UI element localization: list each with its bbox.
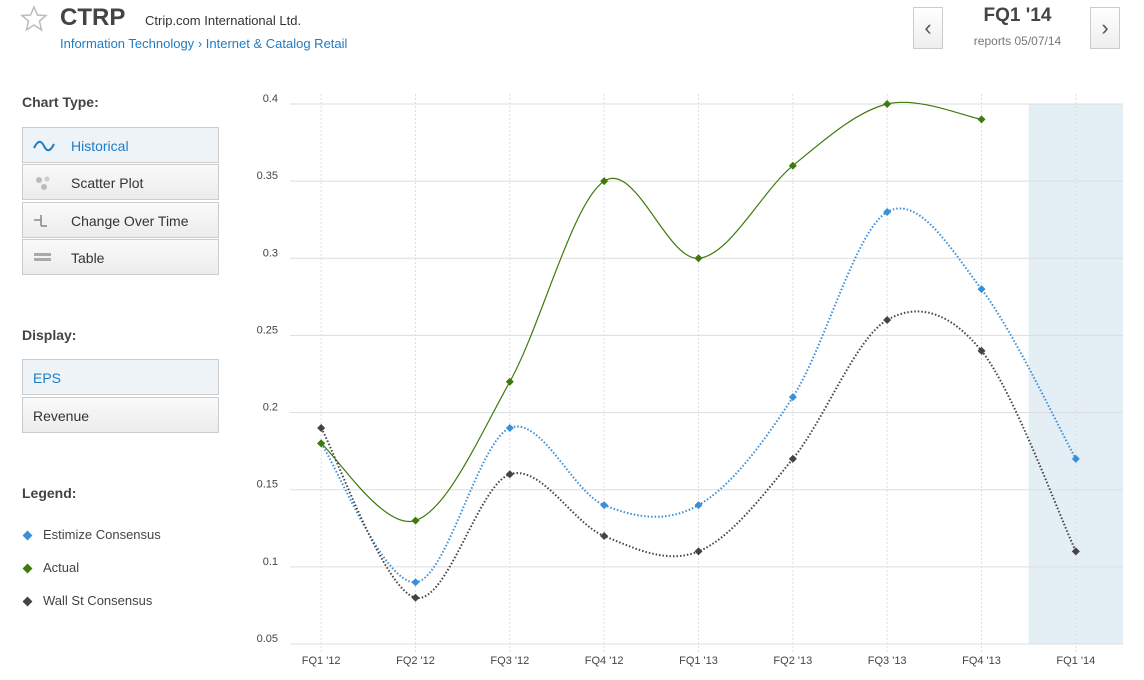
next-button[interactable]: ›: [1090, 7, 1120, 49]
data-point: [788, 393, 797, 402]
y-tick-label: 0.4: [263, 93, 278, 105]
chart-type-button[interactable]: Table: [22, 239, 219, 275]
legend: Estimize Consensus Actual Wall St Consensu…: [22, 527, 161, 626]
data-point: [977, 285, 986, 294]
legend-text: Estimize Consensus: [43, 527, 161, 542]
data-point: [600, 177, 609, 186]
data-point: [694, 547, 703, 556]
data-point: [694, 501, 703, 510]
display-button[interactable]: Revenue: [22, 397, 219, 433]
display-button[interactable]: EPS: [22, 359, 219, 395]
data-point: [977, 115, 986, 124]
y-tick-label: 0.3: [263, 247, 278, 259]
x-tick-label: FQ2 '13: [773, 655, 812, 667]
data-point: [1071, 454, 1080, 463]
data-point: [505, 377, 514, 386]
ticker: CTRP: [60, 4, 126, 31]
chart-type-button[interactable]: Change Over Time: [22, 202, 219, 238]
chart-type-button[interactable]: Scatter Plot: [22, 164, 219, 200]
legend-text: Actual: [43, 560, 80, 575]
quarter: FQ1 '14: [983, 5, 1052, 26]
legend-entry: Wall St Consensus: [22, 593, 161, 626]
chart-type-label: Chart Type:: [22, 94, 99, 110]
x-tick-label: FQ1 '12: [302, 655, 341, 667]
industry-link[interactable]: Internet & Catalog Retail: [205, 36, 348, 51]
data-point: [883, 100, 892, 108]
data-point: [411, 578, 420, 587]
data-point: [788, 454, 797, 463]
legend-label: Legend:: [22, 485, 77, 501]
legend-entry: Estimize Consensus: [22, 527, 161, 560]
x-tick-label: FQ3 '13: [868, 655, 907, 667]
separator: ›: [197, 36, 203, 51]
y-tick-label: 0.25: [257, 324, 278, 336]
data-point: [788, 161, 797, 170]
data-point: [600, 532, 609, 540]
star-icon[interactable]: [20, 5, 50, 33]
data-point: [600, 501, 609, 510]
report-date: reports 05/07/14: [973, 34, 1062, 48]
data-point: [411, 593, 420, 602]
x-tick-label: FQ4 '12: [585, 655, 624, 667]
breadcrumb: Information Technology › Internet & Cata…: [60, 36, 347, 51]
y-tick-label: 0.05: [257, 633, 278, 645]
series-line: [320, 101, 982, 523]
x-tick-label: FQ3 '12: [490, 655, 529, 667]
data-point: [977, 346, 986, 355]
x-tick-label: FQ4 '13: [962, 655, 1001, 667]
data-point: [317, 424, 326, 432]
data-point: [883, 316, 892, 324]
legend-entry: Actual: [22, 560, 161, 593]
legend-text: Wall St Consensus: [43, 593, 153, 608]
chart-type-button[interactable]: Historical: [22, 127, 219, 163]
display-label: Display:: [22, 327, 77, 343]
data-point: [505, 470, 514, 479]
x-tick-label: FQ1 '13: [679, 655, 718, 667]
sector-link[interactable]: Information Technology: [60, 36, 195, 51]
prev-button[interactable]: ‹: [913, 7, 943, 49]
y-tick-label: 0.2: [263, 402, 278, 414]
data-point: [1071, 547, 1080, 556]
data-point: [505, 424, 514, 432]
data-point: [317, 439, 326, 448]
y-tick-label: 0.1: [263, 556, 278, 568]
data-point: [883, 208, 892, 216]
company: Ctrip.com International Ltd.: [145, 13, 302, 28]
y-tick-label: 0.35: [257, 170, 278, 182]
x-tick-label: FQ1 '14: [1056, 655, 1095, 667]
y-tick-label: 0.15: [257, 479, 278, 491]
data-point: [694, 254, 703, 263]
x-tick-label: FQ2 '12: [396, 655, 435, 667]
data-point: [411, 516, 420, 525]
